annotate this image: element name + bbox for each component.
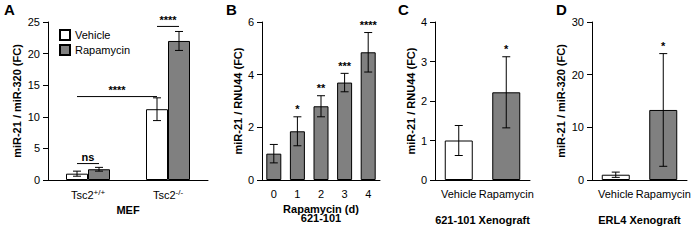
svg-text:30: 30 bbox=[572, 16, 584, 28]
svg-text:20: 20 bbox=[572, 69, 584, 81]
svg-text:2: 2 bbox=[421, 95, 427, 107]
svg-text:ns: ns bbox=[82, 151, 95, 163]
svg-text:Tsc2: Tsc2 bbox=[153, 189, 176, 201]
svg-text:D: D bbox=[556, 1, 567, 18]
svg-text:621-101: 621-101 bbox=[300, 211, 342, 224]
svg-text:4: 4 bbox=[248, 69, 254, 81]
svg-text:1: 1 bbox=[294, 188, 300, 200]
svg-text:2: 2 bbox=[318, 188, 324, 200]
svg-text:4: 4 bbox=[421, 16, 427, 28]
svg-text:Vehicle: Vehicle bbox=[598, 188, 633, 200]
svg-text:10: 10 bbox=[572, 121, 584, 133]
svg-text:-/-: -/- bbox=[176, 188, 184, 197]
svg-text:B: B bbox=[226, 1, 237, 18]
svg-text:C: C bbox=[398, 1, 409, 18]
svg-text:A: A bbox=[4, 1, 15, 18]
svg-text:****: **** bbox=[108, 84, 126, 96]
svg-text:25: 25 bbox=[28, 16, 40, 28]
svg-text:MEF: MEF bbox=[116, 204, 140, 216]
svg-text:****: **** bbox=[159, 14, 177, 26]
svg-text:Rapamycin (d): Rapamycin (d) bbox=[283, 203, 359, 215]
svg-text:***: *** bbox=[338, 60, 352, 72]
svg-text:621-101 Xenograft: 621-101 Xenograft bbox=[435, 214, 530, 226]
svg-text:miR-21 / RNU44 (FC): miR-21 / RNU44 (FC) bbox=[232, 47, 244, 154]
svg-text:miR-21 / RNU44 (FC): miR-21 / RNU44 (FC) bbox=[405, 47, 417, 154]
svg-text:0: 0 bbox=[421, 174, 427, 186]
svg-text:3: 3 bbox=[342, 188, 348, 200]
svg-text:miR-21 / miR-320 (FC): miR-21 / miR-320 (FC) bbox=[555, 44, 567, 158]
svg-text:0: 0 bbox=[34, 174, 40, 186]
svg-text:**: ** bbox=[317, 82, 326, 94]
svg-text:20: 20 bbox=[28, 48, 40, 60]
svg-text:5: 5 bbox=[34, 142, 40, 154]
svg-text:****: **** bbox=[360, 19, 378, 31]
svg-text:*: * bbox=[661, 40, 666, 52]
svg-text:0: 0 bbox=[578, 174, 584, 186]
svg-text:ERL4 Xenograft: ERL4 Xenograft bbox=[598, 214, 681, 226]
svg-text:Rapamycin: Rapamycin bbox=[479, 188, 534, 200]
svg-text:*: * bbox=[504, 43, 509, 55]
svg-text:4: 4 bbox=[365, 188, 371, 200]
svg-text:1: 1 bbox=[421, 135, 427, 147]
svg-text:15: 15 bbox=[28, 79, 40, 91]
svg-text:Vehicle: Vehicle bbox=[75, 29, 110, 41]
svg-text:Rapamycin: Rapamycin bbox=[636, 188, 691, 200]
svg-text:0: 0 bbox=[248, 174, 254, 186]
svg-text:3: 3 bbox=[421, 56, 427, 68]
svg-text:miR-21 / miR-320 (FC): miR-21 / miR-320 (FC) bbox=[11, 44, 23, 158]
svg-text:Rapamycin: Rapamycin bbox=[75, 44, 130, 56]
svg-text:+/+: +/+ bbox=[94, 188, 106, 197]
svg-text:10: 10 bbox=[28, 111, 40, 123]
svg-text:*: * bbox=[295, 103, 300, 115]
svg-text:6: 6 bbox=[248, 16, 254, 28]
svg-text:0: 0 bbox=[271, 188, 277, 200]
svg-text:Vehicle: Vehicle bbox=[441, 188, 476, 200]
svg-text:Tsc2: Tsc2 bbox=[71, 189, 94, 201]
svg-text:2: 2 bbox=[248, 121, 254, 133]
